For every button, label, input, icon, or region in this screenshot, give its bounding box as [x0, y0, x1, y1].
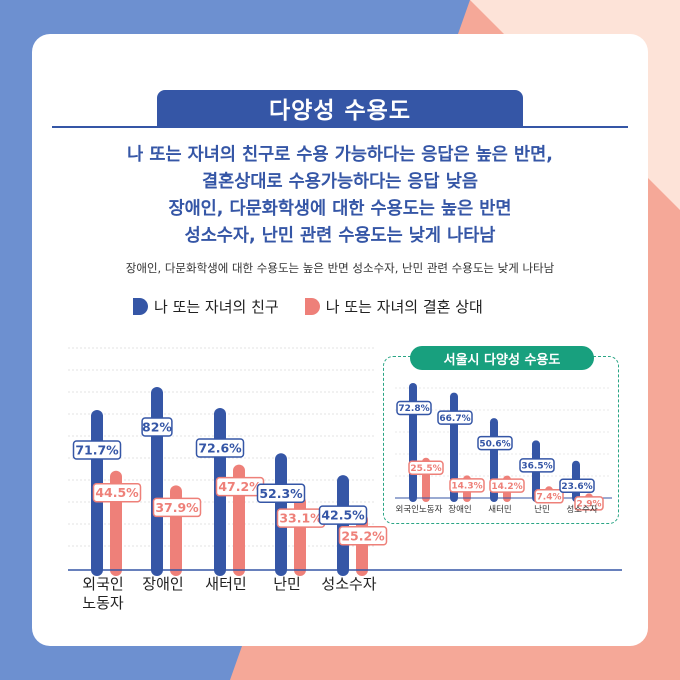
headline-line-3: 장애인, 다문화학생에 대한 수용도는 높은 반면 [168, 199, 512, 219]
legend-item-spouse: 나 또는 자녀의 결혼 상대 [304, 296, 483, 317]
legend-item-friend: 나 또는 자녀의 친구 [133, 296, 279, 317]
label-spouse-1-box [92, 482, 142, 503]
inset-label-friend-2: 66.7% [439, 414, 470, 424]
inset-label-friend-1-box [396, 400, 432, 416]
label-spouse-4: 33.1% [279, 511, 323, 526]
inset-x-tick-2: 장애인 [448, 504, 471, 515]
inset-label-spouse-5-box [574, 496, 604, 511]
title-divider [52, 126, 628, 128]
inset-x-tick-1: 외국인노동자 [396, 504, 443, 515]
inset-label-friend-5: 23.6% [561, 482, 592, 492]
x-tick-1-line-1: 외국인 [82, 575, 123, 593]
label-spouse-2-box [152, 497, 202, 518]
bar-friend-2 [151, 387, 163, 576]
x-tick-4: 난민 [273, 575, 301, 593]
label-spouse-5: 25.2% [341, 528, 385, 543]
label-spouse-3: 47.2% [218, 479, 262, 494]
label-friend-3-box [195, 438, 245, 458]
inset-label-spouse-4: 7.4% [537, 493, 562, 503]
label-friend-5: 42.5% [321, 508, 365, 523]
inset-label-spouse-2-box [449, 478, 485, 493]
inset-label-friend-2-box [437, 410, 473, 425]
headline: 나 또는 자녀의 친구로 수용 가능하다는 응답은 높은 반면, 결혼상대로 수… [52, 142, 628, 250]
legend-label-friend: 나 또는 자녀의 친구 [154, 298, 279, 316]
label-friend-5-box [318, 505, 368, 525]
x-tick-2: 장애인 [142, 575, 183, 593]
inset-label-friend-5-box [559, 478, 595, 493]
inset-label-spouse-4-box [534, 489, 564, 504]
inset-label-friend-4-box [519, 458, 555, 473]
seoul-inset-title: 서울시 다양성 수용도 [410, 346, 594, 370]
inset-label-friend-1: 72.8% [398, 404, 429, 414]
label-friend-2-box [141, 417, 173, 437]
legend: 나 또는 자녀의 친구 나 또는 자녀의 결혼 상대 [133, 296, 483, 317]
label-spouse-5-box [338, 526, 388, 546]
inset-label-friend-3: 50.6% [479, 439, 510, 449]
inset-label-friend-3-box [477, 435, 513, 451]
inset-label-spouse-5: 2.9% [577, 500, 602, 510]
inset-label-spouse-3-box [489, 478, 525, 493]
label-friend-4-box [256, 483, 306, 504]
x-tick-3: 새터민 [205, 575, 246, 593]
legend-label-spouse: 나 또는 자녀의 결혼 상대 [325, 298, 483, 316]
inset-label-spouse-3: 14.2% [491, 482, 522, 492]
inset-label-friend-4: 36.5% [521, 462, 552, 472]
inset-x-tick-4: 난민 [534, 504, 550, 515]
inset-x-tick-3: 새터민 [488, 504, 511, 515]
label-spouse-1: 44.5% [95, 485, 139, 500]
inset-label-spouse-1-box [408, 460, 444, 475]
label-spouse-2: 37.9% [155, 500, 199, 515]
bar-friend-5 [337, 475, 349, 576]
headline-line-1: 나 또는 자녀의 친구로 수용 가능하다는 응답은 높은 반면, [127, 145, 553, 165]
inset-x-tick-5: 성소수자 [566, 505, 597, 515]
headline-line-2: 결혼상대로 수용가능하다는 응답 낮음 [202, 172, 478, 192]
headline-line-4: 성소수자, 난민 관련 수용도는 낮게 나타남 [184, 226, 496, 246]
bar-spouse-4 [294, 496, 306, 576]
page-title: 다양성 수용도 [269, 98, 411, 124]
label-friend-1: 71.7% [75, 442, 119, 457]
x-tick-5: 성소수자 [321, 575, 376, 593]
title-banner: 다양성 수용도 [157, 90, 523, 126]
inset-label-spouse-1: 25.5% [410, 464, 441, 474]
label-friend-4: 52.3% [259, 486, 303, 501]
inset-label-spouse-2: 14.3% [451, 482, 482, 492]
label-friend-3: 72.6% [198, 440, 242, 455]
label-friend-1-box [72, 440, 122, 460]
subheadline: 장애인, 다문화학생에 대한 수용도는 높은 반면 성소수자, 난민 관련 수용… [125, 261, 555, 275]
x-tick-1-line-2: 노동자 [82, 594, 124, 612]
label-friend-2: 82% [142, 420, 172, 435]
legend-swatch-pink [304, 298, 320, 315]
legend-swatch-blue [133, 298, 148, 315]
